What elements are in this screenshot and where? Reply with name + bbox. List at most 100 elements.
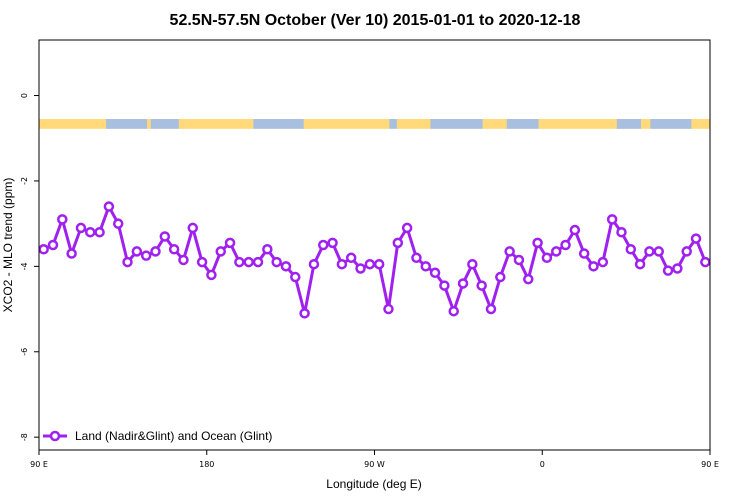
data-point (690, 233, 702, 244)
data-point (653, 246, 664, 257)
x-axis: 90 E 180 90 W 0 90 E (30, 450, 719, 469)
band-segment-ocean-13 (616, 119, 642, 129)
data-point (47, 239, 59, 251)
band-segment-ocean-15 (650, 119, 692, 129)
data-point (700, 256, 711, 268)
data-point (420, 261, 432, 272)
data-point (625, 244, 637, 255)
data-point (523, 273, 534, 285)
x-tick-label: 90 E (701, 460, 719, 469)
data-point (122, 256, 133, 268)
data-point (597, 256, 609, 268)
band-segment-land-2 (147, 119, 152, 129)
data-point (373, 258, 385, 270)
data-point (280, 261, 292, 272)
y-tick-label: -8 (20, 433, 29, 441)
data-point (355, 263, 366, 274)
data-point (606, 214, 618, 225)
data-point (448, 305, 459, 317)
data-point (75, 222, 87, 234)
band-segment-ocean-9 (430, 119, 484, 129)
data-point (681, 246, 692, 257)
data-point (550, 246, 562, 257)
data-point (476, 280, 487, 291)
data-point (317, 239, 329, 251)
data-point (234, 256, 245, 268)
data-point (541, 252, 553, 264)
data-point (383, 303, 394, 315)
data-point (504, 246, 515, 257)
band-segment-land-8 (396, 119, 431, 129)
band-segment-land-4 (178, 119, 254, 129)
data-point (150, 246, 161, 257)
data-point (94, 226, 105, 238)
y-axis: 0 -2 -4 -6 -8 (20, 93, 39, 441)
chart-title: 52.5N-57.5N October (Ver 10) 2015-01-01 … (170, 12, 581, 29)
data-point (243, 256, 254, 268)
band-segment-land-14 (641, 119, 651, 129)
data-point (103, 201, 115, 212)
data-point (299, 308, 310, 319)
data-point (178, 254, 189, 266)
band-segment-land-6 (303, 119, 390, 129)
data-point (38, 244, 49, 255)
data-point (560, 239, 571, 251)
data-point (215, 246, 226, 257)
data-point (159, 231, 171, 242)
series-layer (38, 201, 711, 319)
x-tick-label: 180 (199, 460, 214, 469)
data-point (290, 271, 301, 283)
y-tick-label: -6 (20, 348, 29, 356)
data-point (168, 244, 180, 255)
data-point (336, 258, 348, 270)
y-tick-label: -2 (20, 177, 29, 185)
x-axis-label: Longitude (deg E) (326, 477, 421, 491)
data-point (569, 224, 581, 236)
data-point (644, 246, 655, 257)
y-tick-label: -4 (20, 262, 29, 270)
data-point (485, 303, 497, 315)
data-point (57, 214, 68, 225)
data-point (439, 280, 450, 291)
data-point (85, 226, 96, 238)
band-segment-land-10 (482, 119, 508, 129)
x-tick-label: 90 E (30, 460, 48, 469)
data-point (662, 265, 674, 276)
data-point (66, 248, 77, 259)
data-point (187, 222, 199, 234)
data-point (308, 258, 320, 270)
data-point (578, 248, 590, 259)
x-tick-label: 0 (540, 460, 545, 469)
band-segment-ocean-5 (253, 119, 305, 129)
band-segment-land-12 (538, 119, 618, 129)
data-point (140, 250, 152, 261)
band-segment-ocean-11 (506, 119, 539, 129)
data-point (588, 261, 599, 272)
band-segment-land-0 (39, 119, 107, 129)
legend: Land (Nadir&Glint) and Ocean (Glint) (43, 429, 272, 443)
data-point (345, 252, 357, 264)
data-point (112, 218, 124, 229)
data-point (495, 271, 506, 283)
x-tick-label: 90 W (364, 460, 385, 469)
data-point (224, 237, 236, 249)
y-axis-label: XCO2 - MLO trend (ppm) (1, 178, 15, 313)
data-point (252, 256, 264, 268)
data-point (634, 258, 646, 270)
data-point (364, 258, 376, 270)
legend-marker-swatch (49, 430, 61, 442)
band-segment-ocean-3 (150, 119, 180, 129)
land-sea-band (39, 119, 711, 129)
data-point (672, 263, 683, 274)
data-point (271, 256, 282, 268)
data-point (327, 237, 338, 249)
data-point (392, 237, 404, 249)
data-point (616, 226, 627, 238)
data-point (131, 246, 143, 257)
legend-entry-label: Land (Nadir&Glint) and Ocean (Glint) (75, 429, 272, 443)
data-point (206, 269, 217, 281)
data-point (532, 237, 543, 249)
data-point (401, 222, 413, 234)
band-segment-ocean-7 (389, 119, 398, 129)
